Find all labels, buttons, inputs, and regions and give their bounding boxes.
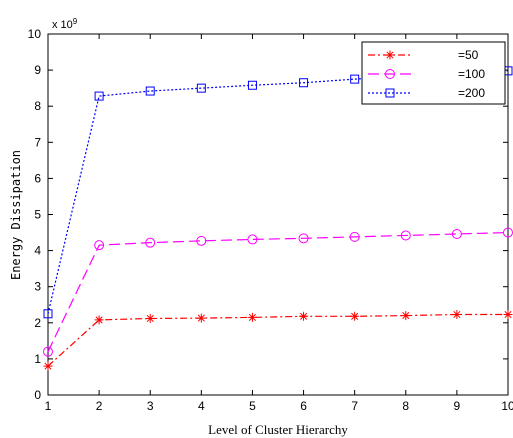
y-multiplier-text: x 109 [52,17,78,32]
data-point [94,315,104,325]
data-point [145,313,155,323]
data-point [299,311,309,321]
data-point [298,233,309,244]
data-point [452,309,462,319]
y-tick-label: 8 [34,99,41,113]
data-point [401,311,411,321]
data-point [247,80,257,90]
y-tick-label: 3 [34,280,41,294]
y-axis-title: Energy Dissipation [9,150,23,280]
data-point [451,228,462,239]
legend-label: =50 [458,48,479,62]
data-point [196,313,206,323]
data-point [43,309,53,319]
data-point [299,78,309,88]
x-tick-label: 5 [249,399,256,413]
data-point [400,230,411,241]
legend-entries: =50 =100 =200 [368,48,485,100]
y-tick-label: 9 [34,63,41,77]
y-tick-label: 7 [34,135,41,149]
data-point [247,312,257,322]
x-tick-label: 1 [45,399,52,413]
y-multiplier-exponent: 9 [73,17,78,26]
x-tick-label: 7 [351,399,358,413]
legend-label: =200 [458,86,485,100]
y-tick-label: 4 [34,244,41,258]
data-point [145,86,155,96]
y-tick-label: 5 [34,208,41,222]
legend: =50 =100 =200 [361,41,506,105]
series-line [47,313,508,367]
data-point [145,237,156,248]
y-tick-label: 6 [34,171,41,185]
series-line [47,231,509,352]
x-tick-label: 2 [96,399,103,413]
y-tick-label: 2 [34,316,41,330]
data-point [350,311,360,321]
series-2 [43,227,513,357]
x-tick-label: 4 [198,399,205,413]
legend-marker [385,88,395,98]
data-point [43,346,53,357]
data-point [247,234,258,245]
data-point [196,235,207,246]
y-tick-label: 0 [34,388,41,402]
x-axis-title: Level of Cluster Hierarchy [208,422,348,437]
x-tick-label: 9 [454,399,461,413]
data-point [94,91,104,101]
series-1 [43,309,513,371]
data-point [43,361,53,371]
y-tick-label: 1 [34,352,41,366]
x-tick-label: 3 [147,399,154,413]
x-tick-label: 8 [402,399,409,413]
data-point [350,74,360,84]
x-tick-label: 10 [501,399,513,413]
legend-marker [385,50,395,60]
data-point [503,309,513,319]
data-point [94,240,105,251]
data-point [196,83,206,93]
y-tick-label: 10 [28,27,42,41]
data-point [349,231,360,242]
legend-marker [385,69,395,79]
legend-label: =100 [458,67,485,81]
x-tick-label: 6 [300,399,307,413]
